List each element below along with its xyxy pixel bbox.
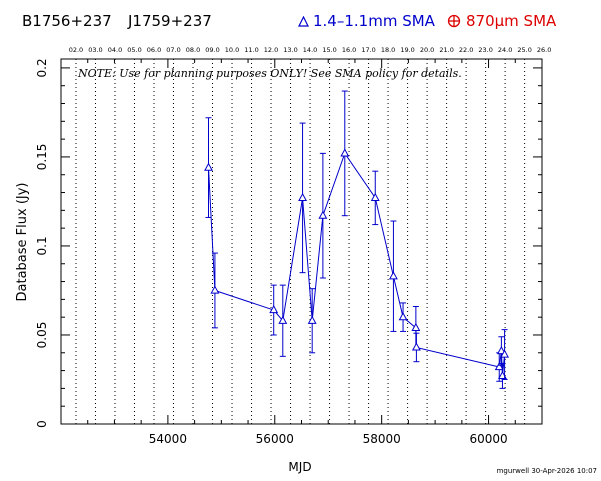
y-tick-label: 0.1 <box>35 236 49 255</box>
top-axis-label: 02.0 <box>69 46 83 54</box>
top-axis-label: 03.0 <box>88 46 102 54</box>
x-tick-label: 56000 <box>256 432 294 446</box>
y-tick-label: 0.05 <box>35 322 49 349</box>
data-point-triangle <box>340 148 350 157</box>
data-point-triangle <box>370 192 380 201</box>
data-point-triangle <box>494 361 504 371</box>
y-axis-title: Database Flux (Jy) <box>15 183 30 302</box>
top-axis-label: 20.0 <box>420 46 434 54</box>
top-axis-label: 09.0 <box>205 46 219 54</box>
axis-ticks <box>60 59 543 425</box>
plot-frame <box>60 58 543 425</box>
legend-870-label: 870µm SMA <box>466 12 557 30</box>
top-axis-label: 21.0 <box>439 46 453 54</box>
x-tick-label: 54000 <box>149 432 187 446</box>
source-name: B1756+237 <box>22 12 112 30</box>
top-axis-label: 18.0 <box>381 46 395 54</box>
data-point-triangle <box>318 210 328 219</box>
top-axis-label: 15.0 <box>322 46 336 54</box>
legend-1mm: 1.4–1.1mm SMA <box>298 12 435 30</box>
data-point-triangle <box>398 312 408 321</box>
year-gridlines <box>75 59 526 424</box>
top-axis-label: 22.0 <box>459 46 473 54</box>
top-axis-label: 04.0 <box>108 46 122 54</box>
top-axis-label: 16.0 <box>342 46 356 54</box>
x-tick-label: 58000 <box>363 432 401 446</box>
data-point-triangle <box>496 345 506 355</box>
triangle-marker-icon <box>298 15 309 27</box>
top-axis-label: 10.0 <box>225 46 239 54</box>
top-axis-label: 13.0 <box>283 46 297 54</box>
top-axis-label: 26.0 <box>537 46 551 54</box>
y-axis-labels: 0 0.05 0.1 0.15 0.2 <box>35 58 49 427</box>
top-axis-labels: 02.0 03.0 04.0 05.0 06.0 07.0 08.0 09.0 10.0 11.0… <box>69 46 552 54</box>
data-point-triangle <box>500 349 510 358</box>
data-point-triangle <box>307 315 317 324</box>
top-axis-label: 08.0 <box>186 46 200 54</box>
legend-870: 870µm SMA <box>447 12 556 30</box>
x-axis-labels: 54000 56000 58000 60000 <box>149 432 508 446</box>
circle-plus-marker-icon <box>447 14 461 28</box>
top-axis-label: 05.0 <box>127 46 141 54</box>
top-axis-label: 11.0 <box>244 46 258 54</box>
footer-credit: mgurwell 30-Apr-2026 10:07 <box>496 467 597 475</box>
top-axis-label: 25.0 <box>517 46 531 54</box>
series-1mm <box>204 90 510 389</box>
top-axis-label: 06.0 <box>147 46 161 54</box>
y-tick-label: 0.15 <box>35 144 49 171</box>
top-axis-label: 07.0 <box>166 46 180 54</box>
top-axis-label: 19.0 <box>400 46 414 54</box>
note-annotation: NOTE: Use for planning purposes ONLY! Se… <box>77 67 462 80</box>
data-point-triangle <box>411 342 421 351</box>
y-tick-label: 0.2 <box>35 58 49 77</box>
data-point-triangle <box>210 285 220 294</box>
top-axis-label: 14.0 <box>303 46 317 54</box>
top-axis-label: 12.0 <box>264 46 278 54</box>
data-point-triangle <box>411 322 421 331</box>
series-line <box>208 152 506 376</box>
top-axis-label: 23.0 <box>478 46 492 54</box>
data-point-triangle <box>278 315 288 324</box>
x-axis-title: MJD <box>288 460 311 474</box>
data-point-triangle <box>204 162 213 171</box>
data-point-triangle <box>388 271 398 280</box>
alt-source-name: J1759+237 <box>128 12 212 30</box>
data-point-triangle <box>269 305 279 314</box>
top-axis-label: 17.0 <box>361 46 375 54</box>
top-axis-label: 24.0 <box>498 46 512 54</box>
x-tick-label: 60000 <box>469 432 507 446</box>
data-point-triangle <box>298 192 308 201</box>
legend-1mm-label: 1.4–1.1mm SMA <box>313 12 435 30</box>
y-tick-label: 0 <box>35 420 49 428</box>
